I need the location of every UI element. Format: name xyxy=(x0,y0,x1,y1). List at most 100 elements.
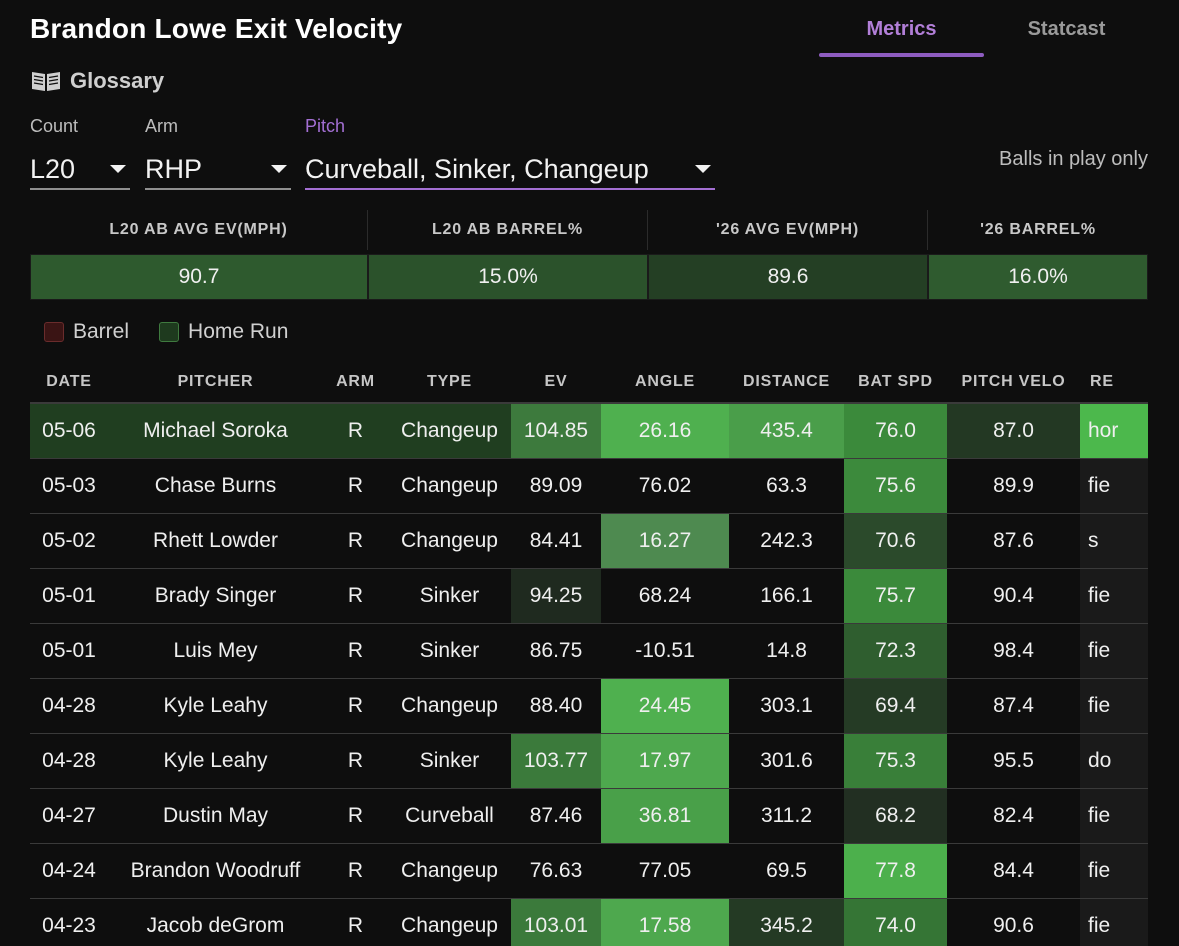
legend-label-home-run: Home Run xyxy=(188,320,289,343)
cell-ev: 87.46 xyxy=(529,804,583,827)
cell-angle: 26.16 xyxy=(601,404,729,458)
legend-item-barrel[interactable]: Barrel xyxy=(44,320,129,344)
cell-arm: R xyxy=(347,694,364,717)
cell-pitcher: Rhett Lowder xyxy=(153,529,278,552)
cell-bat-speed: 74.0 xyxy=(844,899,947,946)
glossary-link[interactable]: Glossary xyxy=(30,68,164,94)
legend-item-home-run[interactable]: Home Run xyxy=(159,320,288,344)
cell-bat-speed: 75.6 xyxy=(844,459,947,513)
table-row[interactable]: 05-06 Michael Soroka R Changeup 104.85 26.16 4… xyxy=(30,404,1148,459)
chevron-down-icon xyxy=(110,165,126,173)
cell-ev: 89.09 xyxy=(529,474,583,497)
cell-date: 05-02 xyxy=(42,529,96,552)
cell-arm: R xyxy=(347,639,364,662)
cell-arm: R xyxy=(347,584,364,607)
arm-select[interactable]: RHP xyxy=(145,150,291,190)
legend: Barrel Home Run xyxy=(44,320,318,344)
cell-date: 04-27 xyxy=(42,804,96,827)
cell-bat-speed: 69.4 xyxy=(844,679,947,733)
table-row[interactable]: 04-28 Kyle Leahy R Changeup 88.40 24.45 303.1 6… xyxy=(30,679,1148,734)
col-result[interactable]: RE xyxy=(1090,373,1114,390)
cell-type: Changeup xyxy=(401,529,498,552)
summary-value-l20-barrel: 15.0% xyxy=(368,254,648,300)
cell-bat-speed: 75.7 xyxy=(844,569,947,623)
summary-header-season-ev: '26 AVG EV(MPH) xyxy=(648,210,928,250)
table-row[interactable]: 05-01 Luis Mey R Sinker 86.75 -10.51 14.8 72.3 9… xyxy=(30,624,1148,679)
cell-pitch-velo: 84.4 xyxy=(993,859,1034,882)
summary-value-season-ev: 89.6 xyxy=(648,254,928,300)
table-header: DATE PITCHER ARM TYPE EV ANGLE DISTANCE … xyxy=(30,366,1148,398)
cell-distance: 303.1 xyxy=(760,694,813,717)
cell-pitcher: Michael Soroka xyxy=(143,419,288,442)
cell-angle: 68.24 xyxy=(638,584,692,607)
table-row[interactable]: 04-23 Jacob deGrom R Changeup 103.01 17.58 345… xyxy=(30,899,1148,946)
table-row[interactable]: 05-03 Chase Burns R Changeup 89.09 76.02 63.3 7… xyxy=(30,459,1148,514)
cell-angle: 76.02 xyxy=(638,474,692,497)
cell-pitcher: Brady Singer xyxy=(154,584,277,607)
count-value: L20 xyxy=(30,153,76,184)
tab-metrics[interactable]: Metrics xyxy=(819,14,984,57)
cell-result: fie xyxy=(1080,679,1148,733)
cell-angle: 17.97 xyxy=(601,734,729,788)
cell-ev: 94.25 xyxy=(511,569,601,623)
cell-ev: 103.01 xyxy=(511,899,601,946)
summary-header-l20-barrel: L20 AB BARREL% xyxy=(368,210,648,250)
col-arm[interactable]: ARM xyxy=(336,373,375,390)
col-type[interactable]: TYPE xyxy=(427,373,472,390)
cell-ev: 88.40 xyxy=(529,694,583,717)
cell-bat-speed: 68.2 xyxy=(844,789,947,843)
arm-value: RHP xyxy=(145,153,203,184)
col-date[interactable]: DATE xyxy=(46,373,92,390)
cell-distance: 311.2 xyxy=(761,804,812,827)
col-angle[interactable]: ANGLE xyxy=(635,373,695,390)
cell-type: Sinker xyxy=(419,749,480,772)
col-distance[interactable]: DISTANCE xyxy=(743,373,830,390)
cell-arm: R xyxy=(347,419,364,442)
cell-arm: R xyxy=(347,914,364,937)
table-row[interactable]: 05-01 Brady Singer R Sinker 94.25 68.24 166.1 7… xyxy=(30,569,1148,624)
cell-pitch-velo: 98.4 xyxy=(993,639,1034,662)
cell-arm: R xyxy=(347,859,364,882)
book-icon xyxy=(32,72,60,91)
pitch-label: Pitch xyxy=(305,116,346,136)
tab-statcast[interactable]: Statcast xyxy=(1027,18,1106,40)
page-title: Brandon Lowe Exit Velocity xyxy=(30,13,403,44)
cell-pitch-velo: 90.6 xyxy=(993,914,1034,937)
cell-result: fie xyxy=(1080,844,1148,898)
pitch-select[interactable]: Curveball, Sinker, Changeup xyxy=(305,150,715,190)
cell-ev: 104.85 xyxy=(511,404,601,458)
cell-distance: 69.5 xyxy=(766,859,807,882)
cell-distance: 14.8 xyxy=(766,639,807,662)
cell-arm: R xyxy=(347,749,364,772)
cell-result: fie xyxy=(1080,624,1148,678)
summary-header-season-barrel: '26 BARREL% xyxy=(980,221,1096,238)
count-select[interactable]: L20 xyxy=(30,150,130,190)
table-row[interactable]: 05-02 Rhett Lowder R Changeup 84.41 16.27 242.… xyxy=(30,514,1148,569)
cell-type: Curveball xyxy=(405,804,494,827)
tab-bar: Metrics Statcast xyxy=(819,14,1149,57)
cell-arm: R xyxy=(347,474,364,497)
table-row[interactable]: 04-28 Kyle Leahy R Sinker 103.77 17.97 301.6 75… xyxy=(30,734,1148,789)
cell-result: hor xyxy=(1080,404,1148,458)
cell-angle: 36.81 xyxy=(601,789,729,843)
summary-value-l20-ev: 90.7 xyxy=(30,254,368,300)
table-row[interactable]: 04-27 Dustin May R Curveball 87.46 36.81 311.2… xyxy=(30,789,1148,844)
chevron-down-icon xyxy=(695,165,711,173)
cell-pitch-velo: 95.5 xyxy=(993,749,1034,772)
cell-type: Changeup xyxy=(401,694,498,717)
col-pitch-velo[interactable]: PITCH VELO xyxy=(961,373,1066,390)
table-body: 05-06 Michael Soroka R Changeup 104.85 26.16 4… xyxy=(30,402,1148,946)
col-pitcher[interactable]: PITCHER xyxy=(177,373,254,390)
col-bat-speed[interactable]: BAT SPD xyxy=(858,373,933,390)
cell-bat-speed: 70.6 xyxy=(844,514,947,568)
cell-type: Sinker xyxy=(419,639,480,662)
cell-type: Changeup xyxy=(401,914,498,937)
cell-type: Changeup xyxy=(401,859,498,882)
col-ev[interactable]: EV xyxy=(544,373,568,390)
table-row[interactable]: 04-24 Brandon Woodruff R Changeup 76.63 77.05… xyxy=(30,844,1148,899)
balls-in-play-toggle[interactable]: Balls in play only xyxy=(999,148,1148,170)
pitch-value: Curveball, Sinker, Changeup xyxy=(305,153,649,184)
cell-pitch-velo: 87.4 xyxy=(993,694,1034,717)
cell-pitch-velo: 87.6 xyxy=(993,529,1034,552)
chevron-down-icon xyxy=(271,165,287,173)
